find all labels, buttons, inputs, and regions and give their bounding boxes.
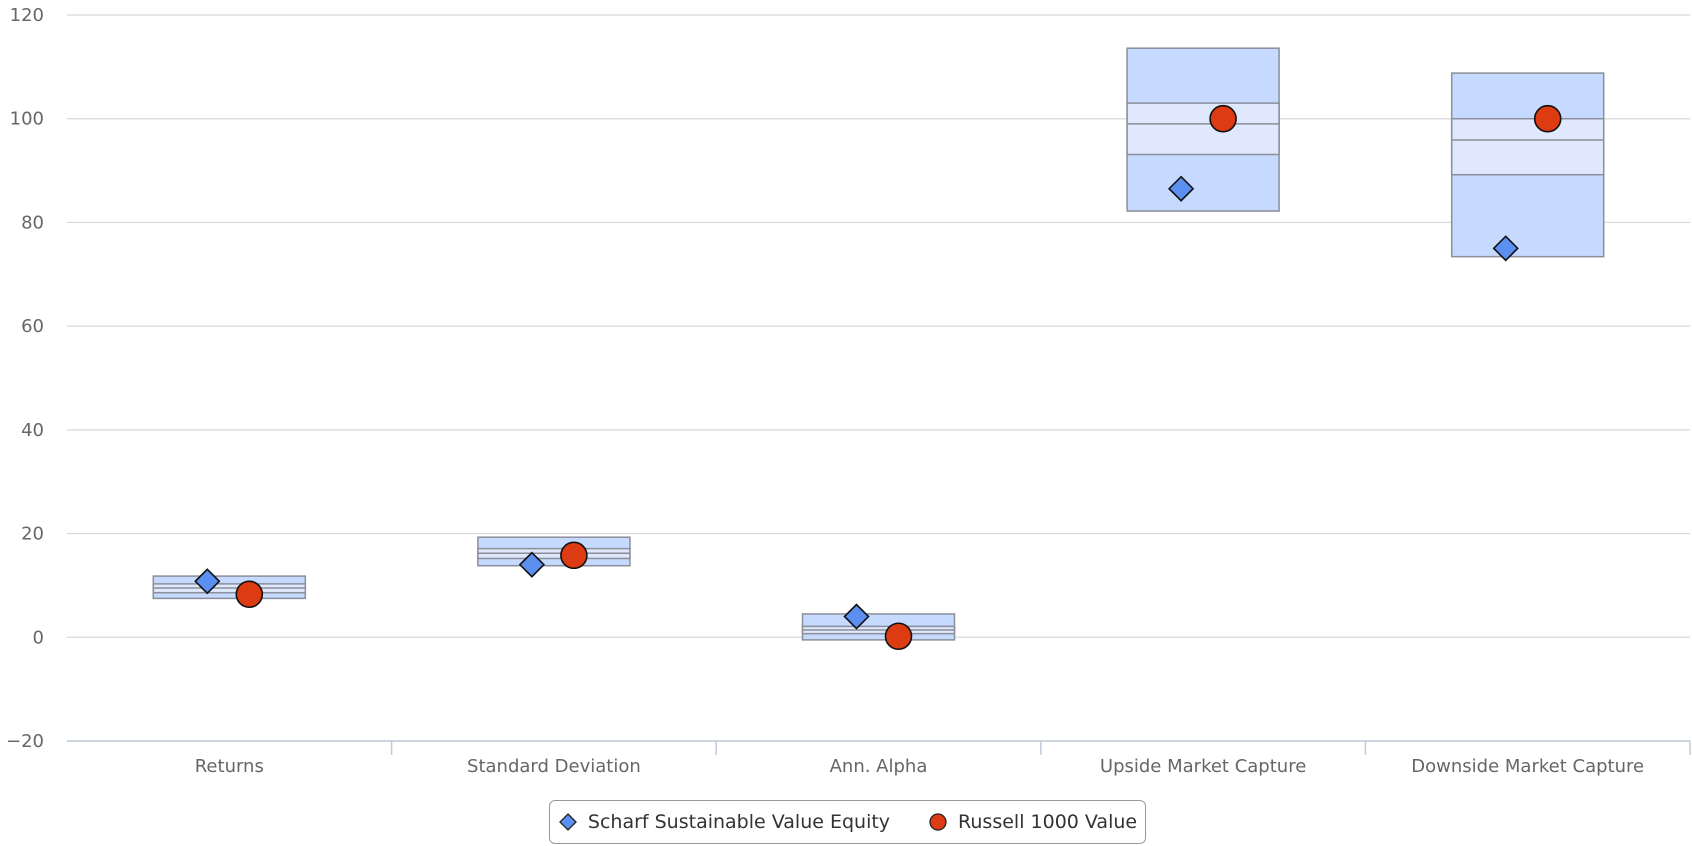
point-scharf-sustainable-value-equity-downside-market-capture[interactable] [1492,235,1519,262]
range-box-standard-deviation [477,536,631,567]
range-box-upside-market-capture [1126,47,1280,212]
y-tick-label: 20 [21,524,44,545]
diamond-icon [558,813,577,831]
y-tick-label: 120 [10,5,44,26]
y-tick-label: −20 [6,731,44,752]
point-russell-1000-value-downside-market-capture[interactable] [1533,104,1562,133]
legend-label-scharf: Scharf Sustainable Value Equity [587,811,891,833]
point-scharf-sustainable-value-equity-upside-market-capture[interactable] [1167,175,1195,202]
range-boxes [152,47,1605,641]
point-russell-1000-value-returns[interactable] [235,580,264,609]
legend: Scharf Sustainable Value Equity Russell … [549,800,1146,844]
point-scharf-sustainable-value-equity-ann-alpha[interactable] [843,603,870,630]
range-box-returns [152,575,307,600]
x-tick-label-returns: Returns [195,756,264,777]
point-russell-1000-value-ann-alpha[interactable] [884,622,913,651]
data-points [194,104,1562,651]
x-tick-label-downside-market-capture: Downside Market Capture [1411,756,1644,777]
point-russell-1000-value-standard-deviation[interactable] [560,541,588,570]
x-tick-label-ann-alpha: Ann. Alpha [830,756,928,777]
point-scharf-sustainable-value-equity-standard-deviation[interactable] [518,551,546,578]
legend-label-russell: Russell 1000 Value [958,811,1138,833]
y-tick-label: 100 [10,109,44,130]
range-inner [1126,102,1280,156]
y-tick-label: 60 [21,316,44,337]
x-axis: Returns Standard Deviation Ann. Alpha Upsid… [67,740,1691,777]
legend-item-scharf[interactable]: Scharf Sustainable Value Equity [558,811,890,833]
range-box-ann-alpha [801,613,956,641]
circle-icon [929,813,947,831]
grid-lines [67,14,1690,742]
range-inner [1450,117,1605,176]
y-tick-label: 0 [33,627,44,648]
y-axis: −20 0 20 40 60 80 100 120 [6,5,44,752]
point-scharf-sustainable-value-equity-returns[interactable] [194,568,221,595]
x-tick-label-upside-market-capture: Upside Market Capture [1100,756,1306,777]
y-tick-label: 80 [21,212,44,233]
range-box-downside-market-capture [1450,72,1605,258]
x-tick-label-standard-deviation: Standard Deviation [467,756,641,777]
legend-item-russell[interactable]: Russell 1000 Value [928,811,1137,833]
y-tick-label: 40 [21,420,44,441]
point-russell-1000-value-upside-market-capture[interactable] [1209,104,1237,133]
